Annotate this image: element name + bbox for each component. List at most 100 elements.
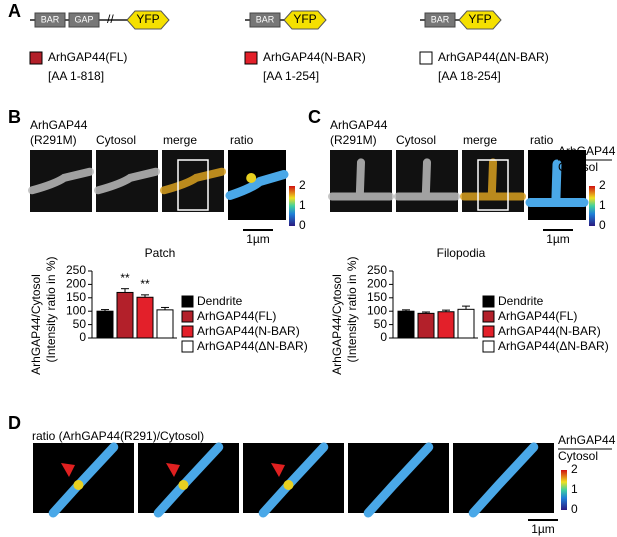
y-tick-label: 200 xyxy=(66,277,86,291)
colorbar-tick: 1 xyxy=(299,198,306,212)
domain-label: BAR xyxy=(256,14,275,24)
domain-box xyxy=(249,12,281,28)
colorbar-tick: 2 xyxy=(599,178,606,192)
legend-swatch xyxy=(482,340,495,353)
bar xyxy=(397,310,415,339)
y-tick-label: 250 xyxy=(66,263,86,277)
y-tick-label: 100 xyxy=(66,303,86,317)
channel-label: (R291M) xyxy=(330,133,377,147)
roi-box xyxy=(477,159,509,211)
bar xyxy=(417,312,435,339)
bar xyxy=(437,311,455,339)
domain-box xyxy=(424,12,456,28)
legend-swatch xyxy=(482,295,495,308)
ratio-label: Cytosol xyxy=(558,160,598,174)
ratio-label: ArhGAP44 xyxy=(558,144,616,158)
time-label: 15s xyxy=(216,497,235,511)
channel-label: ratio xyxy=(230,133,254,147)
domain-label: YFP xyxy=(468,12,491,26)
channel-label: Cytosol xyxy=(96,133,136,147)
domain-box xyxy=(68,12,100,28)
ratio-signal xyxy=(225,170,289,200)
construct-name: ArhGAP44(ΔN-BAR) xyxy=(438,50,549,64)
arrowhead xyxy=(61,463,75,477)
legend-label: ArhGAP44(ΔN-BAR) xyxy=(498,339,609,353)
y-tick-label: 0 xyxy=(380,330,387,344)
legend-swatch xyxy=(29,51,43,65)
time-label: 60s xyxy=(531,497,550,511)
legend-swatch xyxy=(419,51,433,65)
cell-signal xyxy=(28,167,94,195)
significance: ** xyxy=(140,277,150,291)
domain-label: BAR xyxy=(431,14,450,24)
chart-title: Filopodia xyxy=(437,246,486,260)
domain-label: YFP xyxy=(293,12,316,26)
construct-range: [AA 1-254] xyxy=(263,69,319,83)
y-tick-label: 150 xyxy=(367,290,387,304)
legend-swatch xyxy=(181,310,194,323)
channel-label: merge xyxy=(463,133,497,147)
y-axis-note: (Intensity ratio in %) xyxy=(345,256,359,362)
bar xyxy=(96,310,114,339)
arrowhead xyxy=(166,463,180,477)
colorbar-tick: 2 xyxy=(571,462,578,476)
panel-label: D xyxy=(8,413,21,433)
domain-label: GAP xyxy=(74,14,93,24)
yfp-domain xyxy=(126,10,170,30)
ratio-label: ArhGAP44 xyxy=(558,433,616,447)
channel-label: ratio xyxy=(530,133,554,147)
colorbar xyxy=(561,470,567,510)
y-tick-label: 50 xyxy=(73,317,87,331)
panel-label: B xyxy=(8,107,21,127)
ratio-signal xyxy=(363,442,434,518)
ratio-label: Cytosol xyxy=(558,449,598,463)
hot-spot xyxy=(178,480,189,490)
y-tick-label: 150 xyxy=(66,290,86,304)
y-axis-label: ArhGAP44/Cytosol xyxy=(29,274,43,375)
colorbar xyxy=(589,186,595,226)
break-mark: // xyxy=(107,12,114,26)
y-tick-label: 250 xyxy=(367,263,387,277)
hot-spot xyxy=(246,173,257,183)
construct-range: [AA 18-254] xyxy=(438,69,501,83)
colorbar-tick: 0 xyxy=(599,218,606,232)
cell-signal xyxy=(460,158,526,201)
colorbar xyxy=(289,186,295,226)
legend-label: ArhGAP44(N-BAR) xyxy=(498,324,601,338)
domain-label: BAR xyxy=(41,14,60,24)
legend-label: Dendrite xyxy=(498,294,544,308)
yfp-domain xyxy=(458,10,502,30)
construct-range: [AA 1-818] xyxy=(48,69,104,83)
hot-spot xyxy=(283,480,294,490)
colorbar-tick: 1 xyxy=(599,198,606,212)
legend-swatch xyxy=(482,325,495,338)
legend-label: ArhGAP44(FL) xyxy=(498,309,577,323)
ratio-signal xyxy=(468,442,539,518)
caption: ratio (ArhGAP44(R291)/Cytosol) xyxy=(32,429,204,443)
construct-name: ArhGAP44(N-BAR) xyxy=(263,50,366,64)
roi-box xyxy=(177,159,209,211)
legend-swatch xyxy=(181,295,194,308)
bar xyxy=(156,309,174,339)
channel-label: Cytosol xyxy=(396,133,436,147)
scale-label: 1µm xyxy=(246,232,270,246)
panel-label: C xyxy=(308,107,321,127)
channel-label: ArhGAP44 xyxy=(330,118,388,132)
legend-swatch xyxy=(482,310,495,323)
y-axis-note: (Intensity ratio in %) xyxy=(44,256,58,362)
content: A BAR GAP // YFP ArhGAP44(FL) [AA 1-818] BAR YFP… xyxy=(8,1,616,536)
domain-box xyxy=(34,12,66,28)
cell-signal xyxy=(94,167,160,195)
legend-swatch xyxy=(181,325,194,338)
bar xyxy=(116,291,134,339)
ratio-signal xyxy=(525,159,589,207)
time-label: 30s xyxy=(321,497,340,511)
cell-signal xyxy=(394,158,460,201)
channel-label: merge xyxy=(163,133,197,147)
legend-label: ArhGAP44(ΔN-BAR) xyxy=(197,339,308,353)
hot-spot xyxy=(73,480,84,490)
cell-signal xyxy=(160,167,226,195)
y-tick-label: 50 xyxy=(374,317,388,331)
significance: ** xyxy=(120,271,130,285)
